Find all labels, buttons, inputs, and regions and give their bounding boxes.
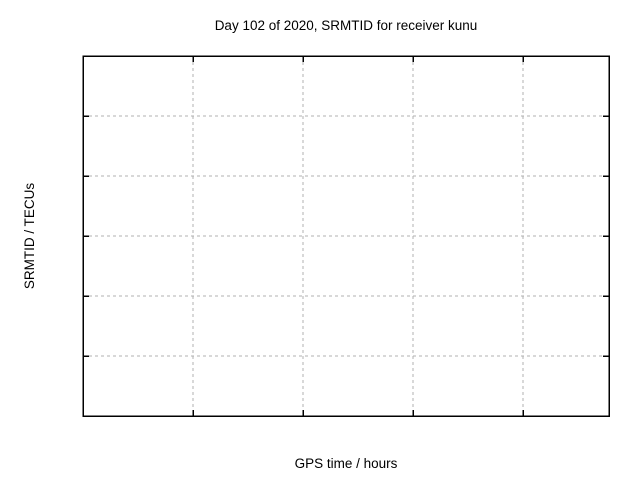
grid-lines — [83, 56, 609, 416]
chart-title: Day 102 of 2020, SRMTID for receiver kun… — [214, 18, 478, 33]
x-axis-label: GPS time / hours — [294, 456, 398, 471]
plot-border — [82, 55, 610, 417]
